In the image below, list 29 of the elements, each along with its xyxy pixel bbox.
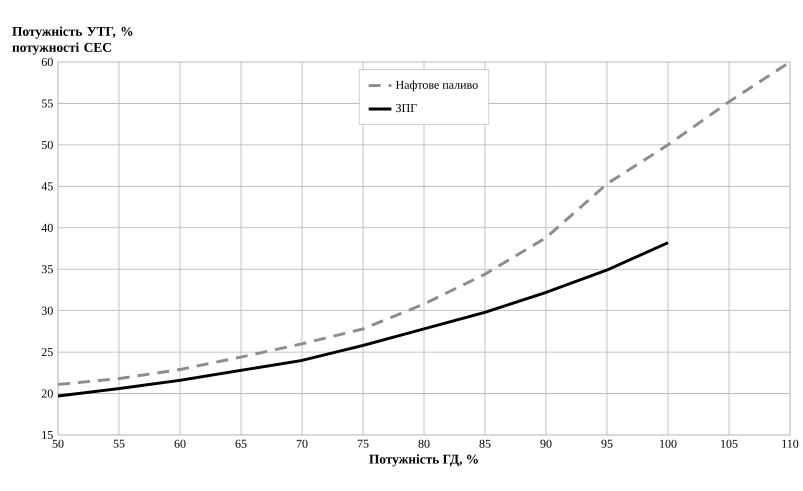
legend-label: Нафтове паливо (396, 80, 478, 92)
x-tick-label: 75 (358, 440, 369, 448)
x-tick-label: 50 (52, 440, 64, 448)
x-axis-title: Потужність ГД, % (369, 454, 478, 466)
y-tick-label: 60 (42, 58, 53, 66)
x-tick-label: 95 (601, 440, 613, 448)
y-tick-label: 40 (42, 224, 53, 232)
legend-label: ЗПГ (396, 104, 417, 112)
x-tick-label: 60 (174, 440, 186, 448)
y-tick-label: 15 (42, 430, 53, 440)
y-tick-label: 45 (42, 182, 53, 190)
y-tick-label: 20 (42, 389, 53, 398)
y-axis-title: Потужність УТГ, % потужності СЕС (12, 26, 132, 55)
x-tick-label: 105 (721, 440, 738, 448)
x-tick-label: 80 (418, 440, 430, 448)
x-tick-label: 85 (479, 440, 491, 448)
x-tick-label: 100 (660, 440, 677, 448)
line-series (58, 62, 790, 386)
y-tick-label: 50 (42, 140, 53, 149)
y-tick-label: 55 (42, 99, 53, 108)
line-series (58, 241, 670, 398)
x-tick-label: 55 (114, 440, 125, 448)
x-tick-label: 70 (296, 440, 308, 448)
y-tick-label: 25 (42, 348, 53, 356)
y-tick-label: 30 (42, 306, 53, 315)
y-tick-label: 35 (42, 265, 53, 274)
x-tick-label: 90 (540, 440, 552, 448)
x-tick-label: 65 (236, 440, 247, 448)
x-tick-label: 110 (782, 440, 798, 448)
